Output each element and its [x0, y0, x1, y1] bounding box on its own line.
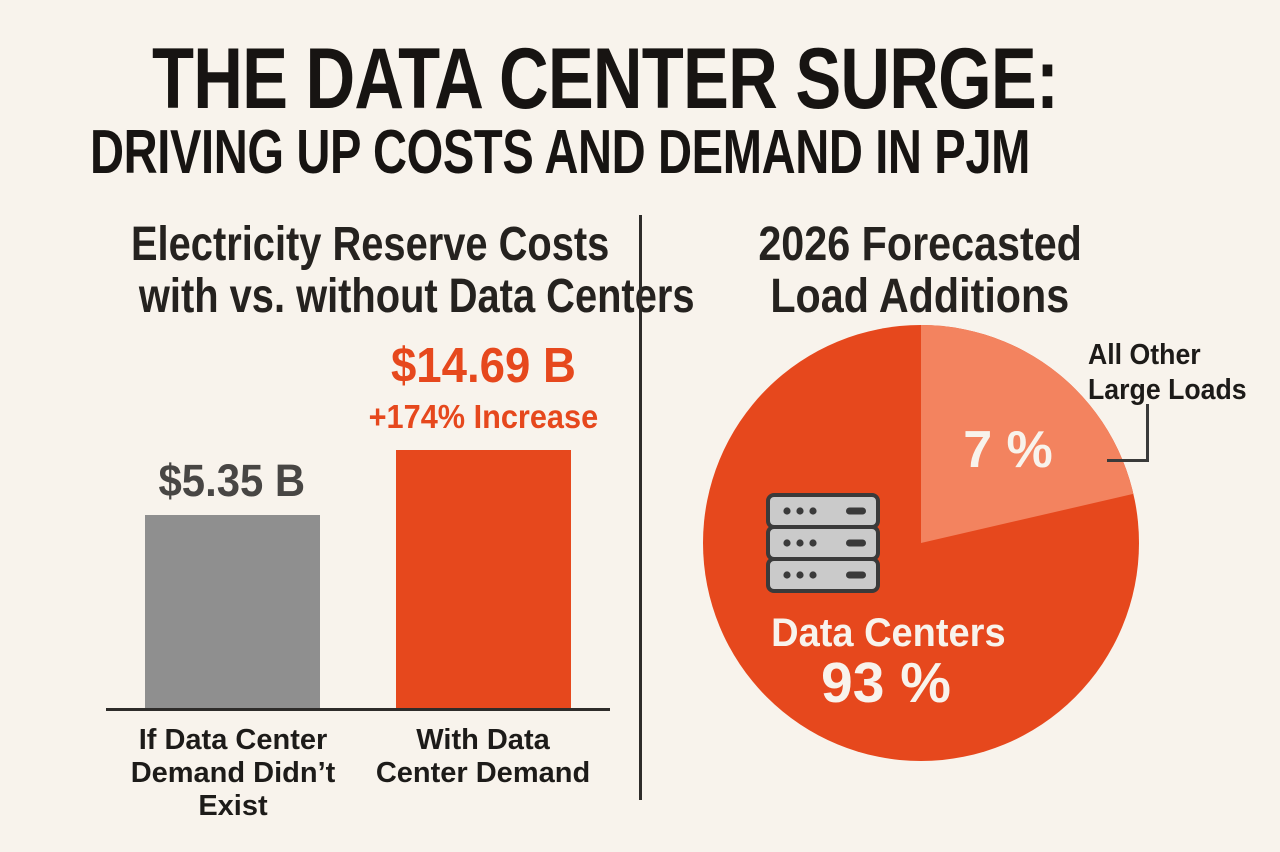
bar-category-with-dc: With Data Center Demand [375, 724, 591, 789]
server-rack-icon [766, 493, 880, 593]
bar-without-data-centers [145, 515, 320, 708]
pie-chart [703, 325, 1139, 761]
section-divider [639, 215, 642, 800]
bar-with-data-centers [396, 450, 571, 708]
bar-value-without-dc: $5.35 B [158, 455, 306, 506]
pie-chart-title: 2026 Forecasted Load Additions [690, 219, 1150, 323]
leader-line-horizontal [1107, 459, 1149, 462]
pie-chart-title-line1: 2026 Forecasted [758, 218, 1082, 271]
pie-main-percent: 93 % [821, 651, 951, 715]
other-loads-callout-label: All Other Large Loads [1088, 339, 1247, 406]
bar-category-without-dc: If Data Center Demand Didn’t Exist [130, 724, 336, 822]
page-subtitle: DRIVING UP COSTS AND DEMAND IN PJM [90, 122, 1280, 184]
page-subtitle-text: DRIVING UP COSTS AND DEMAND IN PJM [90, 118, 1031, 187]
bar-increase-note: +174% Increase [368, 398, 598, 435]
leader-line-vertical [1146, 404, 1149, 462]
pie-other-percent: 7 % [963, 421, 1053, 479]
pie-slice-other-loads [921, 325, 1134, 543]
bar-chart-title-line1: Electricity Reserve Costs [130, 218, 610, 271]
pie-main-label: Data Centers [770, 611, 1006, 655]
x-axis-line [106, 708, 610, 711]
page-title-text: THE DATA CENTER SURGE: [152, 31, 1059, 127]
pie-chart-title-line2: Load Additions [770, 270, 1070, 323]
bar-chart-title: Electricity Reserve Costs with vs. witho… [82, 218, 695, 323]
page-title: THE DATA CENTER SURGE: [152, 36, 1280, 122]
bar-value-with-dc: $14.69 B [390, 339, 576, 393]
bar-chart-title-line2: with vs. without Data Centers [138, 270, 695, 323]
server-rack-leds [783, 507, 866, 579]
